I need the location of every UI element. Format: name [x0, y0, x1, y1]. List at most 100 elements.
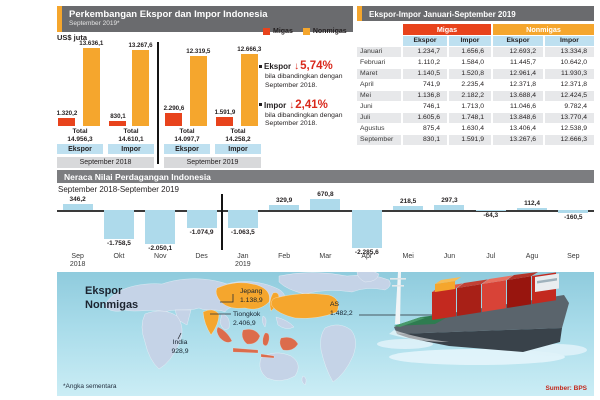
table-empty-cell — [357, 36, 401, 46]
value-cell: 1.748,1 — [449, 113, 491, 123]
nonmigas-bar-wrap: 13.267,6 — [128, 42, 153, 126]
balance-bar — [517, 208, 548, 210]
island-lesser-sunda — [260, 353, 275, 359]
island-sumatra — [216, 326, 233, 343]
balance-bar — [62, 204, 93, 210]
change-annotations: Ekspor ↓ 5,74% bila dibandingkan dengan … — [259, 60, 359, 137]
balance-bar — [145, 210, 176, 244]
table-subheader-row: Ekspor Impor Ekspor Impor — [357, 36, 594, 46]
map-label-jepang: Jepang 1.138,9 — [240, 288, 263, 304]
island-kalimantan — [241, 329, 261, 345]
balance-slot-mar: 670,8 Mar — [305, 190, 346, 271]
balance-bar — [269, 204, 300, 210]
table-row-juni: Juni 746,1 1.713,0 11.046,6 9.782,4 — [357, 102, 594, 112]
year-divider-line — [157, 42, 159, 164]
total-amount: 14.610,1 — [118, 135, 144, 143]
total-amount: 14.258,2 — [225, 135, 251, 143]
migas-bar-value: 1.591,9 — [214, 108, 236, 116]
y-axis-unit-label: US$ juta — [57, 33, 88, 42]
month-label: Agu — [511, 253, 552, 261]
balance-slot-jun: 297,3 Jun — [429, 193, 470, 271]
month-line1: Nov — [154, 253, 167, 260]
continent-greenland — [356, 272, 380, 283]
nonmigas-bar — [189, 55, 207, 126]
value-cell: 10.642,0 — [560, 59, 587, 66]
annotation-percent: 2,41% — [295, 98, 328, 111]
value-cell: 11.046,6 — [510, 103, 536, 110]
balance-bar — [393, 206, 424, 210]
value-cell: 2.235,4 — [461, 81, 484, 88]
migas-bar-wrap: 1.320,2 — [56, 110, 78, 126]
bullet-icon — [259, 64, 262, 68]
zero-baseline — [57, 210, 594, 212]
balance-chart-subtitle: September 2018-September 2019 — [58, 185, 179, 194]
value-cell: 2.182,2 — [449, 91, 491, 101]
value-cell: 1.136,8 — [403, 91, 447, 101]
header-body: Ekspor-Impor Januari-September 2019 — [362, 6, 594, 21]
total-value: Total 14.956,3 — [67, 128, 92, 143]
bar-pair-impor: 830,1 13.267,6 Total 14.610,1 Impor — [108, 42, 154, 154]
balance-value: 346,2 — [69, 196, 86, 204]
bar-pair-ekspor: 2.290,6 12.319,5 Total 14.097,7 Ekspor — [164, 42, 210, 154]
value-cell: 11.445,7 — [510, 59, 536, 66]
flow-chip-ekspor: Ekspor — [164, 144, 210, 154]
total-caption: Total — [179, 128, 195, 135]
down-arrow-icon: ↓ — [294, 61, 300, 72]
ship-mast — [395, 272, 401, 324]
total-value: Total 14.258,2 — [225, 128, 250, 143]
month-line1: Apr — [361, 253, 373, 260]
balance-value: -2.050,1 — [148, 245, 173, 252]
period-chip: September 2018 — [57, 157, 154, 168]
value-cell: 12.371,8 — [560, 81, 587, 88]
value-cell: 12.666,3 — [545, 135, 594, 145]
balance-value: 218,5 — [400, 198, 417, 206]
nonmigas-bar-value: 13.636,1 — [79, 40, 104, 47]
month-line2: 2019 — [235, 261, 251, 269]
value-cell: 1.520,8 — [449, 69, 491, 79]
month-line1: Jan — [237, 253, 249, 260]
balance-slot-sep-2018: 346,2 Sep 2018 — [57, 193, 98, 271]
month-line1: Jun — [443, 253, 456, 260]
page-title: Perkembangan Ekspor dan Impor Indonesia — [69, 9, 268, 20]
value-cell: 741,9 — [422, 81, 440, 88]
world-map-section: Ekspor Nonmigas Jepang 1.138,9 Tiongkok … — [57, 272, 594, 396]
annotation-percent: 5,74% — [300, 60, 333, 72]
balance-value: 297,3 — [441, 197, 458, 205]
value-cell: 1.656,6 — [449, 47, 491, 57]
month-line1: Agu — [525, 253, 539, 260]
balance-value: 670,8 — [317, 190, 334, 198]
annotation-label: Impor — [264, 100, 287, 110]
nonmigas-bar — [82, 48, 100, 126]
ship-superstructure — [535, 273, 559, 292]
value-cell: 12.961,4 — [493, 69, 543, 79]
migas-bar-value: 1.320,2 — [56, 110, 78, 118]
month-label: Feb — [264, 253, 305, 261]
year-divider-line — [221, 194, 223, 250]
value-cell: 11.930,3 — [545, 69, 594, 79]
month-cell: Mei — [357, 91, 401, 101]
stacked-bars: 1.591,9 12.666,3 — [214, 42, 261, 126]
column-header-ekspor: Ekspor — [493, 36, 543, 46]
balance-bar — [351, 210, 382, 248]
month-cell: Agustus — [360, 125, 385, 132]
trade-balance-bar-chart: 346,2 Sep 2018 -1.758,5 Okt -2.050,1 Nov -1.074… — [57, 190, 594, 271]
bar-pairs-row: 1.320,2 13.636,1 Total 14.956,3 Ekspor 830,1 1… — [56, 40, 154, 154]
total-caption: Total — [123, 128, 139, 135]
page-subtitle: September 2019* — [69, 20, 120, 28]
country-china — [215, 282, 270, 310]
nonmigas-bar — [132, 50, 149, 126]
flow-chip-impor: Impor — [108, 144, 154, 154]
total-amount: 14.956,3 — [67, 135, 93, 143]
continent-africa — [141, 310, 183, 370]
balance-slot-mei: 218,5 Mei — [388, 193, 429, 271]
cargo-ship-illustration — [377, 272, 587, 365]
balance-slot-apr: -2.285,6 Apr — [346, 193, 387, 271]
annotation-label: Ekspor — [264, 62, 292, 71]
world-map-graphic — [104, 272, 587, 386]
value-cell: 13.267,6 — [493, 135, 543, 145]
balance-chart-header: Neraca Nilai Perdagangan Indonesia — [57, 170, 594, 183]
nonmigas-group-header: Nonmigas — [493, 24, 594, 35]
indonesia-archipelago — [216, 326, 299, 359]
flow-chip-ekspor: Ekspor — [57, 144, 103, 154]
value-cell: 830,1 — [403, 135, 447, 145]
